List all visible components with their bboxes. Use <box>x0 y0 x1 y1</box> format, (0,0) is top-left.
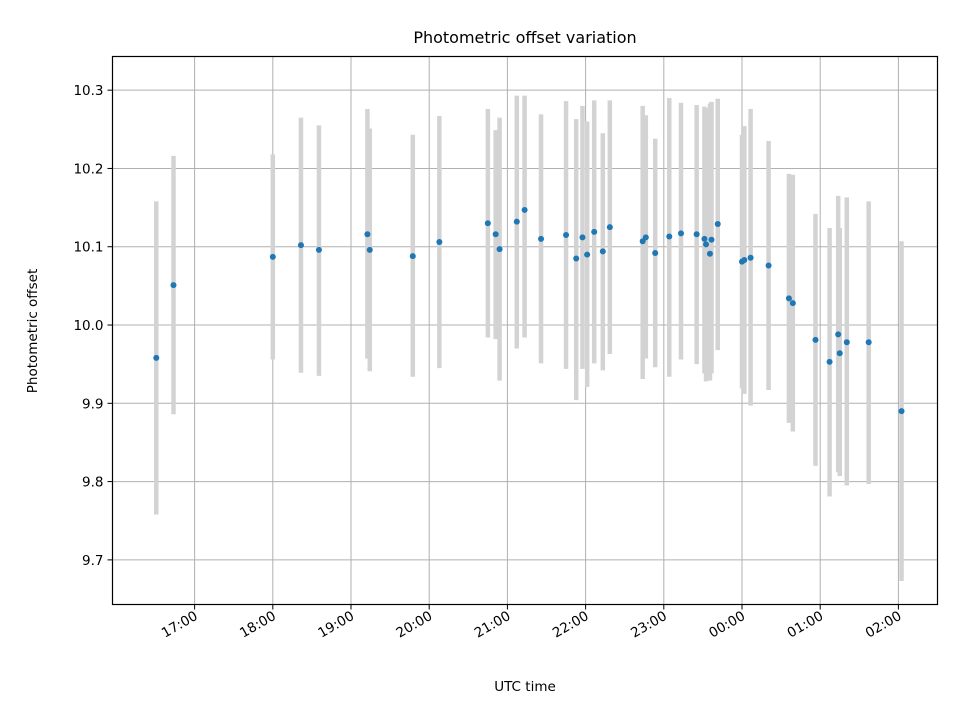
data-point <box>789 300 796 307</box>
y-axis-ticks: 9.7 9.8 9.9 10.0 10.1 10.2 10.3 <box>73 83 113 569</box>
data-point <box>741 257 748 264</box>
x-tick-label: 19:00 <box>315 608 357 641</box>
data-point <box>826 358 833 365</box>
data-point <box>573 255 580 262</box>
data-point <box>409 253 416 260</box>
data-point <box>835 331 842 338</box>
data-point <box>714 221 721 228</box>
data-point <box>747 254 754 261</box>
x-tick-label: 20:00 <box>394 608 436 641</box>
x-tick-label: 17:00 <box>159 608 201 641</box>
y-tick-label: 9.7 <box>82 553 103 569</box>
x-axis-label: UTC time <box>494 679 556 695</box>
data-point <box>812 336 819 343</box>
data-point <box>538 235 545 242</box>
x-tick-label: 00:00 <box>706 608 748 641</box>
data-point <box>865 339 872 346</box>
data-point <box>436 239 443 246</box>
data-point <box>364 231 371 238</box>
data-point <box>521 206 528 213</box>
data-point <box>765 262 772 269</box>
data-point <box>678 230 685 237</box>
x-tick-label: 21:00 <box>472 608 514 641</box>
y-tick-label: 9.8 <box>82 475 103 491</box>
y-tick-label: 9.9 <box>82 396 103 412</box>
data-point <box>170 282 177 289</box>
x-axis-ticks: 17:00 18:00 19:00 20:00 21:00 22:00 23:00 00:00… <box>159 604 905 641</box>
data-point <box>563 231 570 238</box>
data-point <box>666 233 673 240</box>
data-point <box>584 251 591 258</box>
x-tick-label: 02:00 <box>863 608 905 641</box>
data-point <box>599 248 606 255</box>
data-point <box>366 246 373 253</box>
data-point <box>153 354 160 361</box>
data-point <box>492 231 499 238</box>
x-tick-label: 23:00 <box>628 608 670 641</box>
data-points <box>153 206 905 415</box>
data-point <box>269 253 276 260</box>
y-tick-label: 10.3 <box>73 83 103 99</box>
data-point <box>836 350 843 357</box>
x-tick-label: 01:00 <box>785 608 827 641</box>
data-point <box>785 295 792 302</box>
data-point <box>496 246 503 253</box>
data-point <box>484 220 491 227</box>
y-tick-label: 10.0 <box>73 318 103 334</box>
data-point <box>652 249 659 256</box>
chart-title: Photometric offset variation <box>413 28 636 47</box>
data-point <box>693 231 700 238</box>
data-point <box>513 218 520 225</box>
data-point <box>315 246 322 253</box>
plot-frame <box>111 55 939 606</box>
data-point <box>297 242 304 249</box>
x-tick-label: 22:00 <box>550 608 592 641</box>
data-point <box>606 224 613 231</box>
x-tick-label: 18:00 <box>237 608 279 641</box>
data-point <box>708 236 715 243</box>
data-point <box>579 234 586 241</box>
y-axis-label: Photometric offset <box>25 269 41 393</box>
data-point <box>898 408 905 415</box>
data-point <box>703 241 710 248</box>
data-point <box>642 234 649 241</box>
y-tick-label: 10.1 <box>73 240 103 256</box>
data-point <box>706 250 713 257</box>
data-point <box>843 339 850 346</box>
y-tick-label: 10.2 <box>73 161 103 177</box>
data-point <box>701 235 708 242</box>
data-point <box>591 228 598 235</box>
